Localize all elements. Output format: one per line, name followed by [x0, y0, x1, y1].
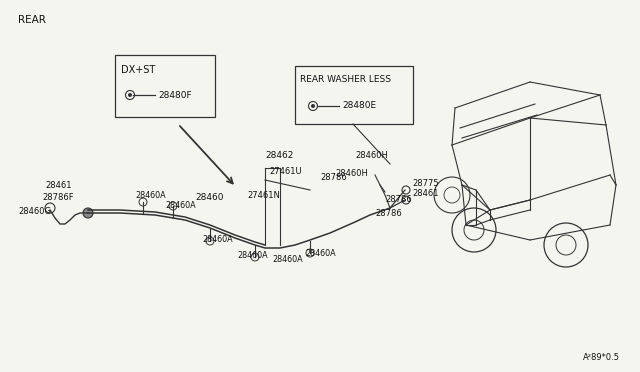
- Text: 28460A: 28460A: [305, 248, 335, 257]
- Text: 28460H: 28460H: [355, 151, 388, 160]
- Text: 28460G: 28460G: [18, 206, 51, 215]
- Text: 28462: 28462: [265, 151, 293, 160]
- Circle shape: [311, 104, 315, 108]
- Text: 28786F: 28786F: [42, 192, 74, 202]
- Text: 28480E: 28480E: [342, 102, 376, 110]
- Text: DX+ST: DX+ST: [121, 65, 156, 75]
- Bar: [115, 55, 215, 117]
- Circle shape: [83, 208, 93, 218]
- Text: 28786: 28786: [320, 173, 347, 183]
- Text: 28460H: 28460H: [335, 169, 368, 177]
- Text: REAR WASHER LESS: REAR WASHER LESS: [300, 75, 391, 84]
- Text: 28460: 28460: [195, 193, 223, 202]
- Text: 28460A: 28460A: [165, 202, 196, 211]
- Text: 28460A: 28460A: [237, 251, 268, 260]
- Text: 27461U: 27461U: [269, 167, 301, 176]
- Text: REAR: REAR: [18, 15, 46, 25]
- Text: 28460A: 28460A: [135, 192, 166, 201]
- Text: 28775: 28775: [412, 179, 438, 187]
- Text: 28461: 28461: [45, 180, 72, 189]
- Text: 28461: 28461: [412, 189, 438, 199]
- Text: 28786: 28786: [385, 196, 412, 205]
- Bar: [295, 66, 413, 124]
- Text: A²89*0.5: A²89*0.5: [583, 353, 620, 362]
- Text: 27461N: 27461N: [247, 190, 280, 199]
- Text: 28460A: 28460A: [272, 256, 303, 264]
- Text: 28460A: 28460A: [202, 235, 232, 244]
- Text: 28786: 28786: [375, 209, 402, 218]
- Circle shape: [128, 93, 132, 97]
- Text: 28480F: 28480F: [158, 90, 191, 99]
